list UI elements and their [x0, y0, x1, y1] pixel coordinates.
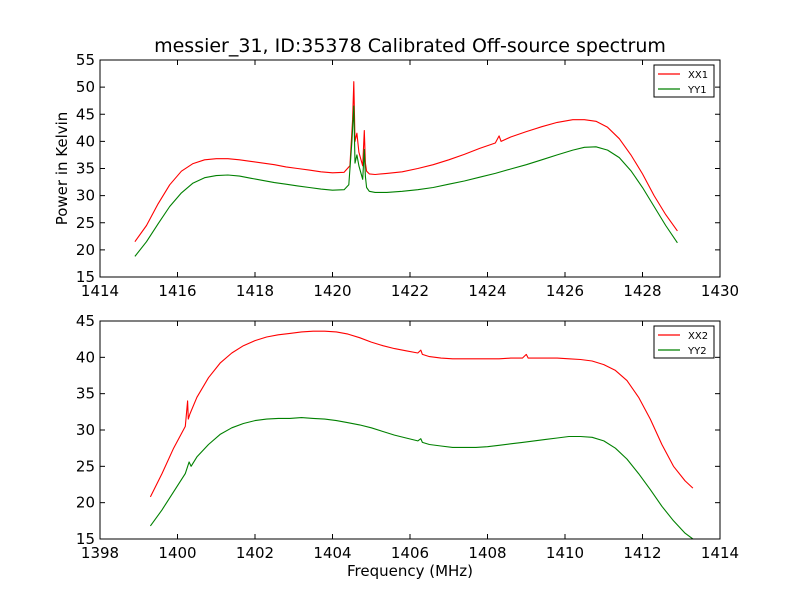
y-tick-label: 35: [76, 160, 95, 178]
y-tick-label: 35: [76, 385, 95, 403]
series-line-yy1: [134, 105, 678, 257]
x-tick-label: 1402: [236, 544, 274, 562]
y-tick-label: 40: [76, 348, 95, 366]
x-tick-label: 1424: [468, 282, 506, 300]
plot-frame: [99, 59, 721, 278]
series-line-xx2: [149, 330, 694, 498]
y-tick-label: 30: [76, 421, 95, 439]
y-tick-label: 40: [76, 132, 95, 150]
y-tick-label: 30: [76, 187, 95, 205]
y-tick-label: 50: [76, 78, 95, 96]
x-tick-label: 1398: [81, 544, 119, 562]
x-tick-label: 1422: [391, 282, 429, 300]
chart-panel-1: 1414 1416 1418 1420 1422 1424 1426 1428 1430 15 20…: [53, 35, 739, 300]
x-tick-label: 1410: [546, 544, 584, 562]
x-tick-label: 1428: [623, 282, 661, 300]
legend-label-yy1: YY1: [687, 85, 707, 96]
x-tick-label: 1406: [391, 544, 429, 562]
y-tick-label: 45: [76, 312, 95, 330]
x-tick-label: 1404: [313, 544, 351, 562]
x-tick-label: 1414: [701, 544, 739, 562]
legend-box: [653, 325, 715, 359]
y-tick-label: 20: [76, 494, 95, 512]
x-tick-label: 1414: [81, 282, 119, 300]
series-line-yy2: [149, 417, 694, 539]
legend-box: [653, 64, 715, 98]
y-tick-label: 25: [76, 214, 95, 232]
y-tick-label: 45: [76, 105, 95, 123]
chart-panel-2: 1398 1400 1402 1404 1406 1408 1410 1412 1414 15 20…: [76, 312, 739, 580]
x-tick-label: 1416: [158, 282, 196, 300]
legend-label-xx2: XX2: [688, 331, 708, 342]
x-tick-label: 1400: [158, 544, 196, 562]
y-tick-label: 25: [76, 457, 95, 475]
x-tick-label: 1426: [546, 282, 584, 300]
legend-label-xx1: XX1: [688, 70, 708, 81]
series-line-xx1: [134, 81, 678, 243]
x-axis-title: Frequency (MHz): [347, 562, 473, 580]
y-tick-label: 15: [76, 268, 95, 286]
x-tick-label: 1420: [313, 282, 351, 300]
chart-title: messier_31, ID:35378 Calibrated Off-sour…: [154, 35, 666, 57]
y-tick-label: 55: [76, 51, 95, 69]
legend-label-yy2: YY2: [687, 346, 707, 357]
y-axis-title: Power in Kelvin: [53, 112, 71, 226]
x-tick-label: 1408: [468, 544, 506, 562]
x-tick-label: 1412: [623, 544, 661, 562]
plot-frame: [99, 320, 721, 540]
x-tick-label: 1418: [236, 282, 274, 300]
y-tick-label: 20: [76, 241, 95, 259]
x-tick-label: 1430: [701, 282, 739, 300]
y-tick-label: 15: [76, 530, 95, 548]
